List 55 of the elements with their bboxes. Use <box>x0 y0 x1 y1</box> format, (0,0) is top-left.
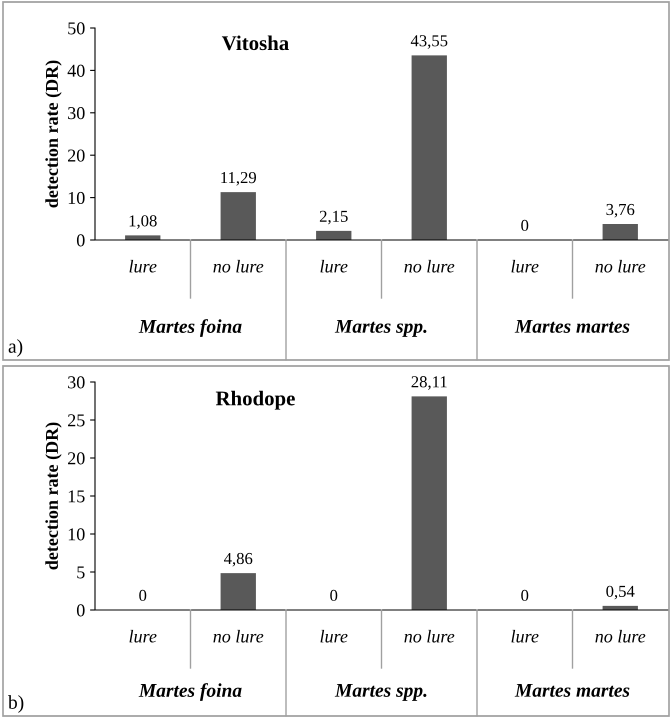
x-tick-label: lure <box>512 630 539 643</box>
y-tick-label: 25 <box>68 414 85 426</box>
bar <box>220 573 256 610</box>
x-tick-label: no lure <box>595 260 646 273</box>
bar <box>316 230 352 240</box>
y-tick-label: 0 <box>76 604 85 616</box>
y-tick-label: 40 <box>68 64 85 77</box>
data-label: 4,86 <box>224 552 252 567</box>
y-tick-label: 20 <box>68 452 85 464</box>
bar <box>220 192 256 240</box>
x-tick-label: lure <box>320 260 348 273</box>
x-tick-label: no lure <box>213 630 264 643</box>
x-tick-label: lure <box>512 260 539 273</box>
data-label: 0 <box>521 590 528 602</box>
data-label: 2,15 <box>320 210 348 224</box>
data-label: 43,55 <box>410 35 448 49</box>
chart-title: Rhodope <box>216 390 295 410</box>
text: Martes martes <box>514 320 630 333</box>
y-tick-label: 15 <box>68 490 85 502</box>
y-tick-label: 30 <box>68 107 85 120</box>
y-axis-title: detection rate (DR) <box>45 60 62 208</box>
x-tick-label: no lure <box>404 260 454 273</box>
text: Martes foina <box>138 683 242 701</box>
data-label: 0 <box>521 220 528 232</box>
y-tick-label: 50 <box>68 22 85 34</box>
data-label: 0 <box>139 590 146 602</box>
x-tick-label: lure <box>130 260 157 273</box>
x-tick-label: lure <box>130 630 157 643</box>
text: Martes foina <box>138 319 242 337</box>
data-label: 28,11 <box>412 376 447 390</box>
text: Martes spp. <box>334 684 426 701</box>
y-axis-title: detection rate (DR) <box>45 422 62 570</box>
text: b) <box>8 695 24 713</box>
y-tick-label: 10 <box>68 192 85 204</box>
x-tick-label: no lure <box>213 260 264 273</box>
y-tick-label: 30 <box>68 376 85 388</box>
data-label: 1,08 <box>130 215 157 229</box>
bar <box>412 396 447 610</box>
data-label: 0,54 <box>606 586 635 600</box>
y-tick-label: 5 <box>77 566 85 578</box>
y-tick-label: 10 <box>68 528 85 540</box>
data-label: 0 <box>330 590 338 602</box>
bar <box>412 55 447 240</box>
text: Martes spp. <box>334 320 426 337</box>
data-label: 11,29 <box>221 172 256 186</box>
data-label: 3,76 <box>606 204 634 218</box>
x-tick-label: lure <box>320 630 348 643</box>
y-tick-label: 20 <box>68 149 85 162</box>
y-tick-label: 0 <box>76 234 85 246</box>
text: Martes martes <box>514 684 630 697</box>
x-tick-label: no lure <box>595 630 646 643</box>
text: a) <box>8 339 22 357</box>
chart-title: Vitosha <box>222 36 289 50</box>
bar <box>602 224 638 240</box>
x-tick-label: no lure <box>404 630 454 643</box>
